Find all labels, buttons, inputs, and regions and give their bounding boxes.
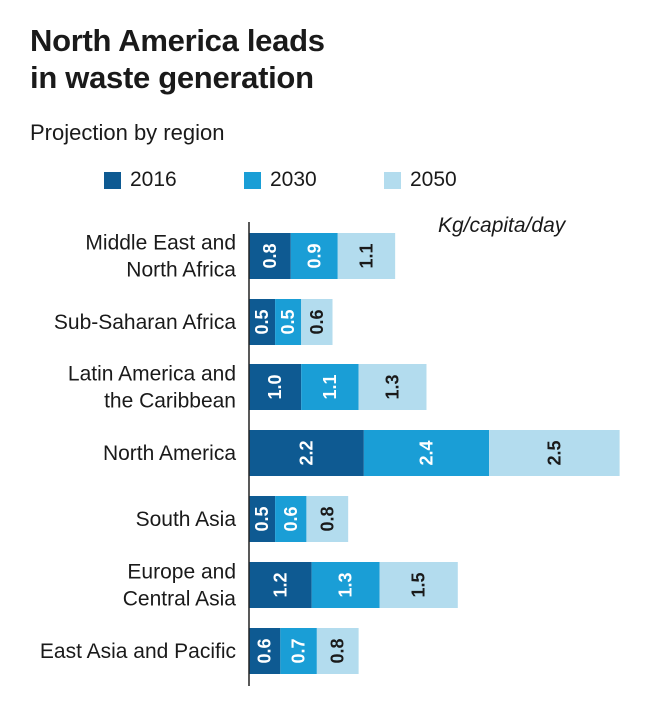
bar-segment-2030 — [290, 233, 338, 279]
bar-segment-2050 — [379, 562, 458, 608]
data-label: 0.8 — [317, 506, 337, 531]
legend-label-2030: 2030 — [270, 168, 317, 191]
data-label: 1.3 — [383, 374, 403, 399]
bar-segment-2050 — [489, 430, 620, 476]
legend-item-2050: 2050 — [384, 168, 457, 192]
data-label: 0.8 — [328, 638, 348, 663]
bar-segment-2016 — [249, 430, 364, 476]
legend-swatch-2030 — [244, 171, 261, 189]
data-label: 0.9 — [304, 243, 324, 268]
bar-segment-2030 — [280, 628, 317, 674]
data-label: 1.1 — [320, 374, 340, 399]
data-label: 1.1 — [356, 243, 376, 268]
legend-swatch-2016 — [104, 171, 121, 189]
legend-item-2030: 2030 — [244, 168, 317, 192]
data-label: 0.8 — [260, 243, 280, 268]
data-label: 0.7 — [289, 638, 309, 663]
bar-segment-2050 — [301, 299, 333, 345]
bar-segment-2050 — [337, 233, 396, 279]
bar-segment-2030 — [275, 496, 307, 542]
category-label: North America — [103, 442, 236, 465]
bar-segment-2050 — [316, 628, 359, 674]
data-label: 0.6 — [255, 638, 275, 663]
data-label: 0.5 — [278, 309, 298, 334]
unit-label: Kg/capita/day — [438, 214, 566, 237]
data-label: 1.3 — [336, 572, 356, 597]
chart-title: North America leads in waste generation — [30, 23, 325, 95]
data-label: 0.5 — [252, 309, 272, 334]
category-label: East Asia and Pacific — [40, 640, 236, 663]
bar-segment-2030 — [363, 430, 490, 476]
chart-subtitle: Projection by region — [30, 120, 225, 145]
data-label: 0.6 — [307, 309, 327, 334]
category-label: Latin America and the Caribbean — [68, 363, 236, 413]
data-label: 0.5 — [252, 506, 272, 531]
legend-label-2016: 2016 — [130, 168, 177, 191]
data-label: 2.4 — [416, 440, 436, 465]
legend-label-2050: 2050 — [410, 168, 457, 191]
bar-segment-2016 — [249, 496, 276, 542]
data-label: 1.2 — [270, 572, 290, 597]
bar-segment-2050 — [358, 364, 427, 410]
bar-segment-2016 — [249, 233, 291, 279]
bar-segment-2050 — [306, 496, 349, 542]
legend-item-2016: 2016 — [104, 168, 177, 192]
category-label: South Asia — [136, 508, 237, 531]
bar-segment-2016 — [249, 628, 281, 674]
bar-segment-2030 — [311, 562, 380, 608]
bar-segment-2030 — [301, 364, 359, 410]
category-label: Middle East and North Africa — [85, 232, 236, 282]
bar-segment-2030 — [275, 299, 302, 345]
bar-segment-2016 — [249, 299, 276, 345]
data-label: 1.5 — [409, 572, 429, 597]
legend-swatch-2050 — [384, 171, 401, 189]
bar-segment-2016 — [249, 364, 302, 410]
legend: 2016 2030 2050 — [104, 168, 604, 198]
bar-segment-2016 — [249, 562, 312, 608]
data-label: 0.6 — [281, 506, 301, 531]
data-label: 1.0 — [265, 374, 285, 399]
category-label: Europe and Central Asia — [123, 561, 237, 611]
data-label: 2.2 — [296, 440, 316, 465]
category-label: Sub-Saharan Africa — [54, 311, 236, 334]
data-label: 2.5 — [544, 440, 564, 465]
